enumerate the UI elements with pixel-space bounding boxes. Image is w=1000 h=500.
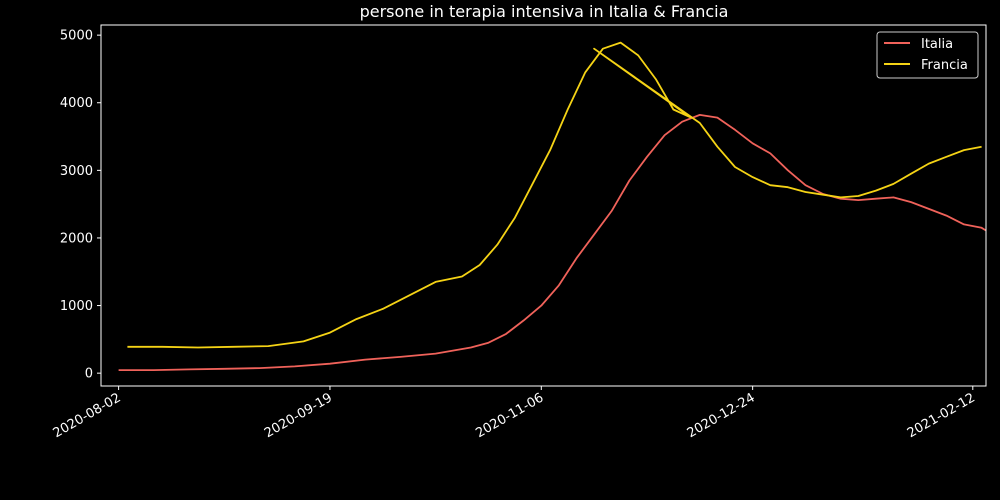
x-tick-label: 2020-08-02: [51, 390, 124, 441]
y-tick-label: 2000: [60, 231, 93, 246]
legend: Italia Francia: [876, 31, 979, 79]
y-tick-label: 0: [85, 367, 93, 382]
x-tick-label: 2020-11-06: [473, 390, 546, 441]
y-tick-label: 3000: [60, 164, 93, 179]
y-tick-label: 4000: [60, 96, 93, 111]
legend-label-1: Francia: [921, 58, 968, 73]
legend-label-0: Italia: [921, 37, 953, 52]
plot-area: [118, 41, 986, 371]
x-tick-label: 2020-12-24: [685, 390, 758, 441]
axes: 0 1000 2000 3000 4000 5000 2020-08-02 2020-09-1…: [51, 24, 987, 441]
y-tick-label: 5000: [60, 29, 93, 44]
plot-frame: [100, 24, 987, 387]
x-tick-label: 2020-09-19: [262, 390, 335, 441]
y-tick-label: 1000: [60, 299, 93, 314]
series-line-1: [127, 41, 982, 349]
x-tick-label: 2021-02-12: [905, 390, 978, 441]
series-line-0: [118, 114, 986, 371]
chart-title: persone in terapia intensiva in Italia &…: [360, 2, 729, 21]
